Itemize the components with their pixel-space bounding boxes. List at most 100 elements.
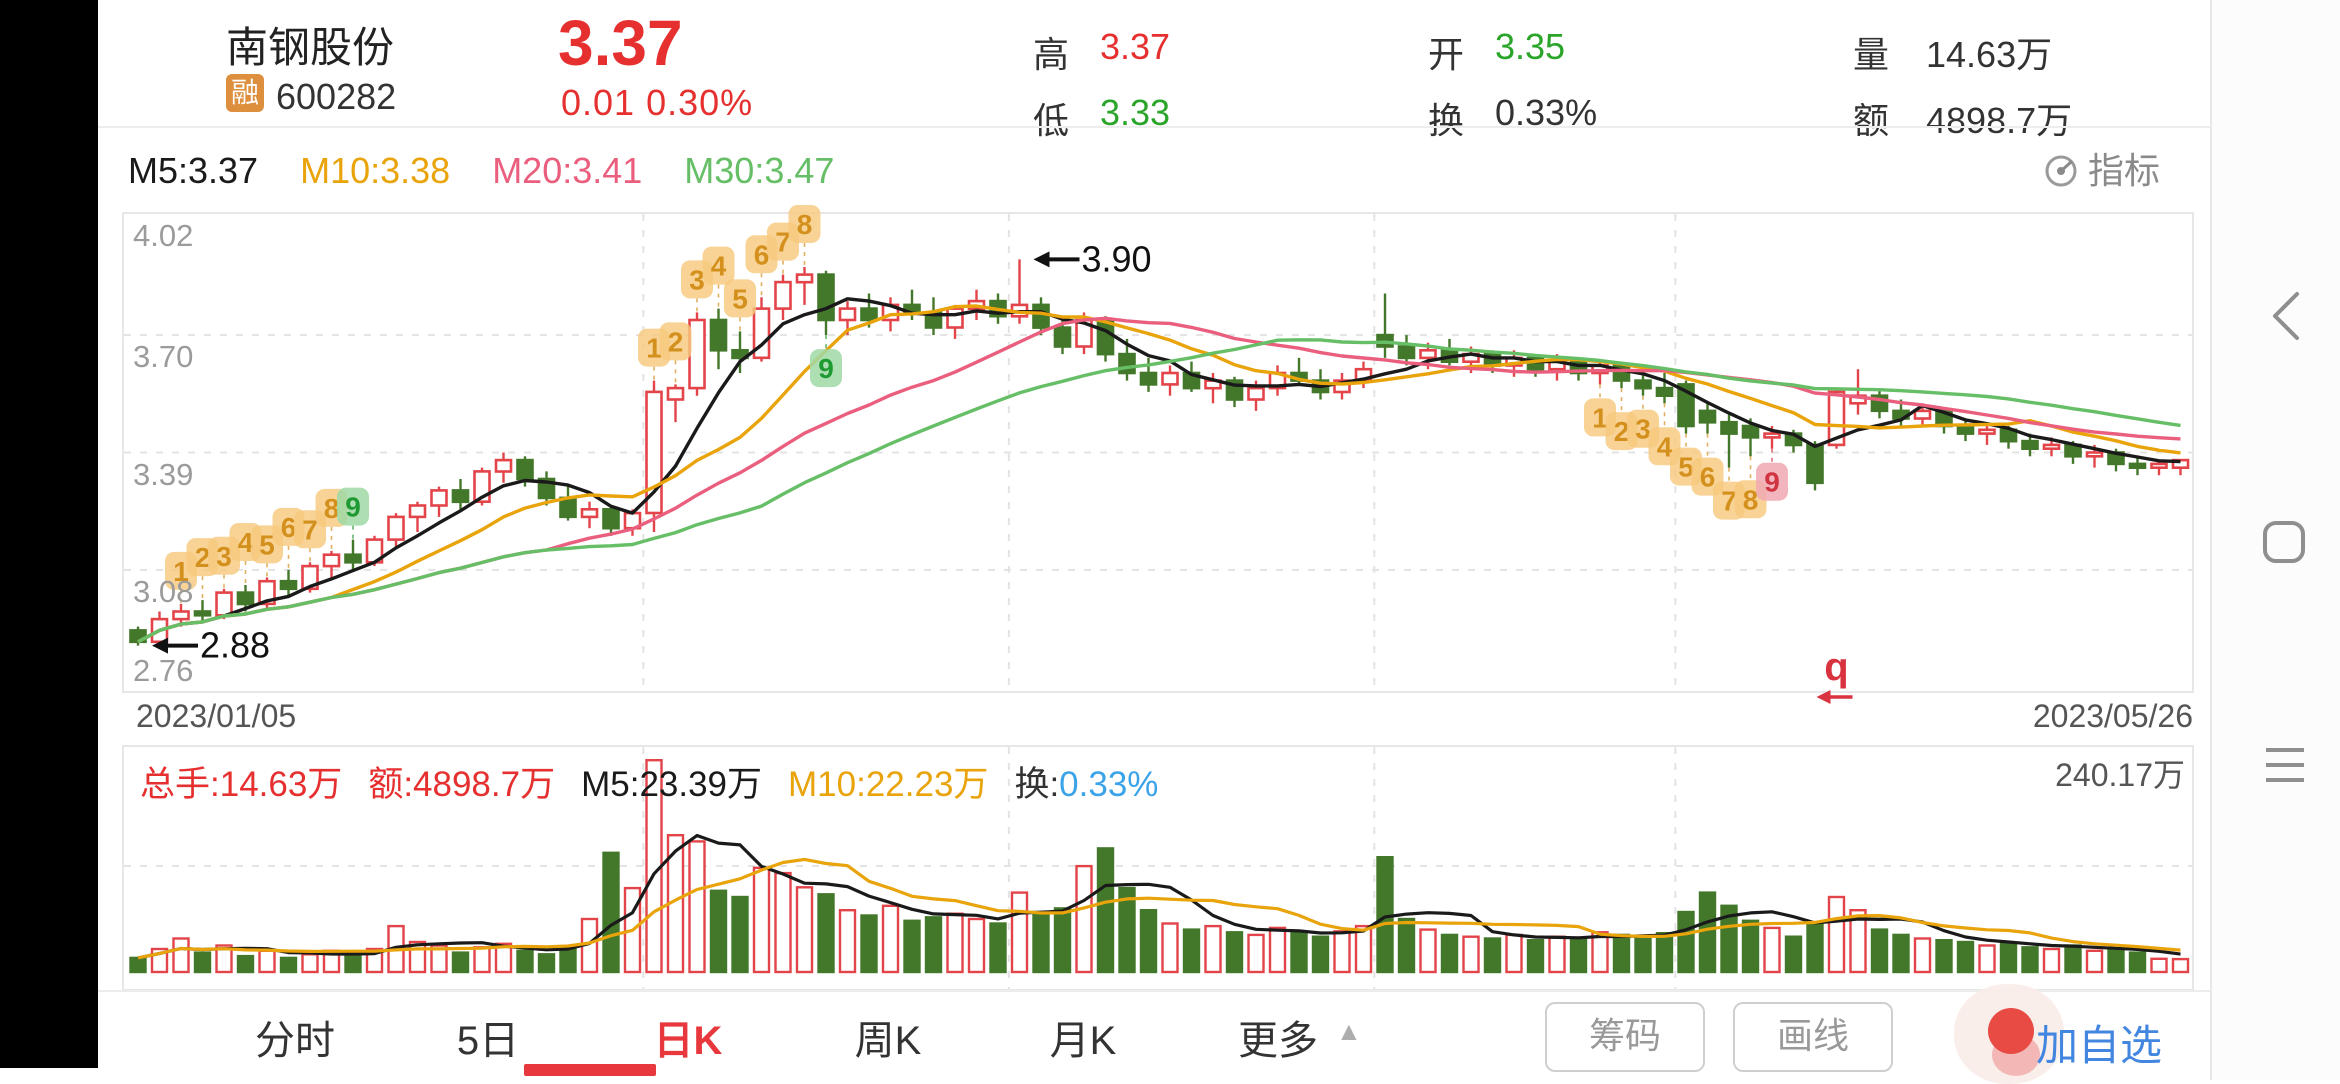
price-chart[interactable]: 1 2 3 4 5 6 7 8 9 1 2 3 4 5 6 7 8 9 1 2 3 4 5 6 7 8 9 3.90 2.88 q: [122, 205, 2194, 704]
svg-text:7: 7: [1721, 486, 1737, 517]
volume-header: 总手:14.63万 额:4898.7万 M5:23.39万 M10:22.23万 换:0…: [140, 756, 1184, 807]
td-count-badge: 5: [724, 279, 756, 332]
volume-ma10: M10:22.23万: [788, 765, 989, 804]
header-divider: [98, 126, 2210, 128]
last-price: 3.37: [558, 7, 683, 79]
stat-volume-label: 量: [1853, 34, 1890, 75]
svg-text:2: 2: [1614, 416, 1630, 447]
screen-notch-area: [0, 0, 98, 1068]
tab-更多[interactable]: 更多: [1238, 1019, 1318, 1063]
volume-amount: 额:4898.7万: [368, 765, 556, 804]
svg-text:5: 5: [259, 529, 275, 560]
tab-5日[interactable]: 5日: [456, 1019, 520, 1063]
stat-amount-value: 4898.7万: [1926, 100, 2073, 141]
ma-legend: M5:3.37 M10:3.38 M20:3.41 M30:3.47: [128, 150, 876, 194]
tab-分时[interactable]: 分时: [255, 1019, 335, 1063]
svg-text:8: 8: [797, 209, 813, 240]
home-icon[interactable]: [2262, 520, 2306, 564]
svg-text:4: 4: [711, 251, 727, 282]
date-start-label: 2023/01/05: [136, 698, 297, 734]
tab-月K[interactable]: 月K: [1049, 1019, 1117, 1063]
svg-text:3: 3: [216, 541, 232, 572]
svg-text:5: 5: [1678, 452, 1694, 483]
ma-legend-item: M30:3.47: [684, 150, 835, 191]
svg-text:1: 1: [1592, 402, 1608, 433]
header: 南钢股份 融 600282 3.37 0.01 0.30% 高 3.37 低 3…: [98, 0, 2274, 141]
ma-legend-item: M20:3.41: [492, 150, 643, 191]
volume-ma5: M5:23.39万: [581, 765, 763, 804]
svg-text:4: 4: [238, 527, 254, 558]
date-end-label: 2023/05/26: [2032, 698, 2193, 734]
recents-icon[interactable]: [2264, 744, 2306, 786]
svg-text:6: 6: [281, 512, 297, 543]
stat-low-label: 低: [1033, 100, 1070, 141]
svg-text:3: 3: [1635, 414, 1651, 445]
active-tab-underline: [524, 1064, 656, 1076]
svg-text:2.88: 2.88: [200, 625, 270, 666]
indicator-label: 指标: [2088, 150, 2161, 191]
svg-text:7: 7: [775, 227, 791, 258]
tab-日K[interactable]: 日K: [653, 1019, 723, 1063]
y-axis-label: 4.02: [133, 218, 194, 253]
svg-text:4: 4: [1657, 431, 1673, 462]
stat-open-value: 3.35: [1495, 26, 1566, 67]
stock-code: 600282: [276, 76, 397, 117]
gauge-icon: [2045, 155, 2077, 187]
svg-text:7: 7: [302, 514, 318, 545]
tab-周K[interactable]: 周K: [854, 1019, 922, 1063]
drawline-button[interactable]: 画线: [1733, 1002, 1893, 1072]
more-arrow-icon[interactable]: ▲: [1336, 1016, 1362, 1046]
volume-canvas: [124, 747, 2192, 989]
y-axis-label: 3.08: [133, 573, 194, 609]
td-count-badge: 8: [788, 205, 821, 267]
svg-text:1: 1: [646, 333, 662, 364]
stat-high-label: 高: [1033, 34, 1070, 75]
stat-high-value: 3.37: [1100, 26, 1171, 67]
svg-text:5: 5: [732, 283, 748, 314]
volume-chart[interactable]: [122, 745, 2194, 991]
volume-turnover-value: 0.33%: [1059, 765, 1159, 804]
stat-amount-label: 额: [1853, 100, 1890, 141]
tab-bar: 筹码 画线 加自选 分时 5日 日K 周K 月K 更多 ▲: [98, 984, 2210, 1084]
gap-marker: q: [1816, 645, 1853, 704]
stat-open-label: 开: [1428, 34, 1465, 75]
ma-legend-item: M5:3.37: [128, 150, 259, 191]
price-annotation: 2.88: [152, 625, 270, 666]
ma-legend-item: M10:3.38: [300, 150, 451, 191]
price-annotation: 3.90: [1033, 238, 1152, 279]
back-icon[interactable]: [2267, 288, 2307, 344]
td-count-badge: 4: [702, 246, 735, 309]
svg-text:3: 3: [689, 264, 705, 295]
svg-text:6: 6: [1700, 462, 1716, 493]
td-count-badge: 2: [659, 322, 692, 385]
add-watchlist-button[interactable]: 加自选: [2036, 1022, 2163, 1069]
svg-text:2: 2: [195, 542, 211, 573]
svg-text:6: 6: [754, 239, 770, 270]
td-count-badge: 9: [810, 335, 842, 388]
td-count-badge: 9: [337, 487, 369, 540]
svg-text:3.90: 3.90: [1082, 238, 1152, 279]
svg-text:8: 8: [1743, 484, 1759, 515]
svg-text:q: q: [1824, 645, 1848, 689]
svg-text:8: 8: [324, 493, 340, 524]
svg-text:9: 9: [818, 353, 834, 384]
svg-text:2: 2: [668, 326, 684, 357]
volume-max-label: 240.17万: [2055, 757, 2185, 793]
volume-turnover-label: 换:: [1014, 765, 1060, 804]
svg-text:9: 9: [1764, 467, 1780, 498]
volume-total: 总手:14.63万: [140, 765, 343, 804]
margin-badge: 融: [226, 74, 264, 112]
y-axis-label: 3.70: [133, 339, 194, 375]
stat-volume-value: 14.63万: [1926, 34, 2053, 75]
system-nav-strip: [2210, 0, 2340, 1080]
svg-text:9: 9: [345, 492, 361, 523]
chips-button[interactable]: 筹码: [1545, 1002, 1705, 1072]
indicator-button[interactable]: 指标: [2042, 142, 2192, 191]
y-axis-label: 3.39: [133, 456, 194, 492]
record-dot-icon[interactable]: [1988, 1008, 2034, 1054]
stat-turnover-label: 换: [1428, 100, 1465, 141]
tabbar-divider: [98, 990, 2210, 992]
stock-name: 南钢股份: [226, 24, 395, 71]
td-count-badge: 9: [1756, 448, 1788, 501]
